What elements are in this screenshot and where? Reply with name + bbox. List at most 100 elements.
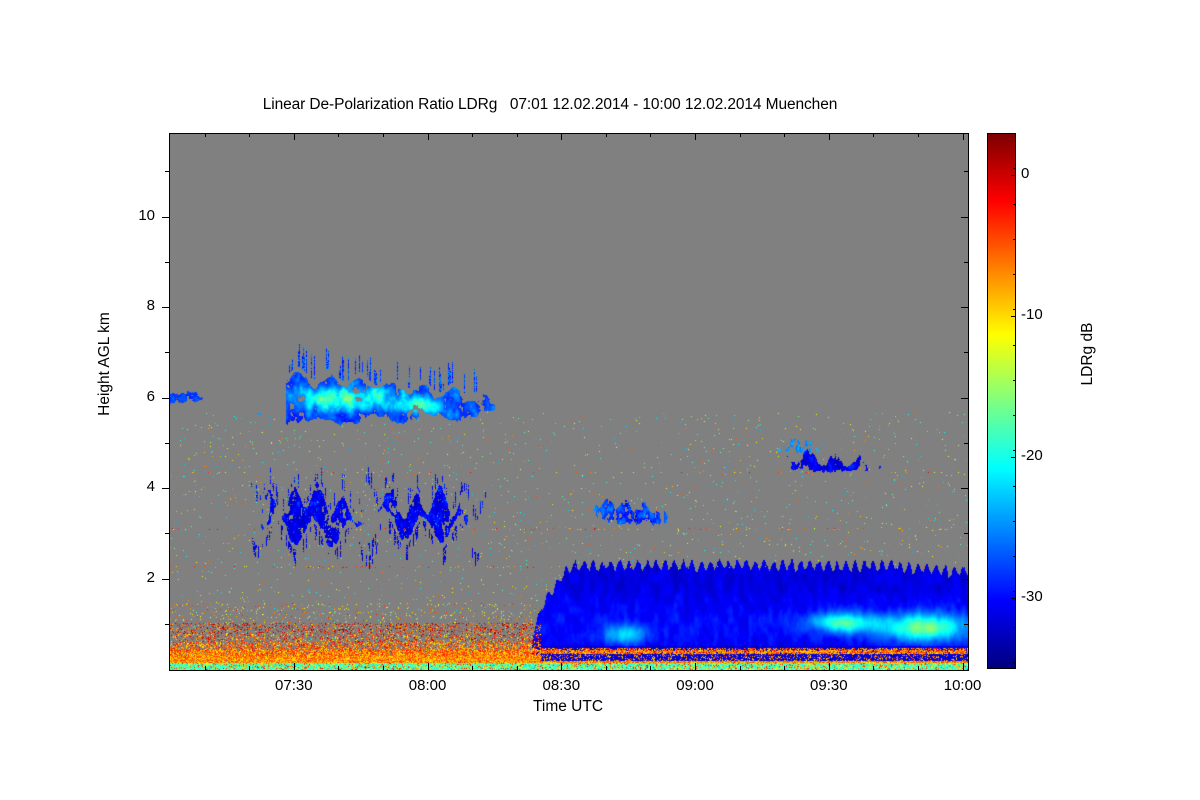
y-tick-major-right — [961, 578, 968, 580]
y-tick-major — [162, 578, 169, 580]
y-tick-major-right — [961, 307, 968, 309]
y-tick-minor-right — [964, 623, 968, 625]
x-tick-minor-top — [516, 133, 518, 137]
colorbar-tick-minor — [1013, 520, 1016, 522]
x-tick-minor — [204, 666, 206, 670]
x-tick-label: 07:30 — [275, 677, 313, 694]
colorbar[interactable] — [987, 133, 1016, 669]
x-tick-major — [828, 663, 830, 670]
y-tick-major — [162, 397, 169, 399]
y-tick-label: 8 — [146, 297, 155, 315]
x-tick-major — [561, 663, 563, 670]
colorbar-tick-minor — [1013, 133, 1016, 134]
x-tick-minor-top — [382, 133, 384, 137]
y-axis-title: Height AGL km — [96, 312, 113, 416]
y-tick-minor-right — [964, 352, 968, 354]
y-tick-major — [162, 216, 169, 218]
y-tick-minor — [165, 442, 169, 444]
colorbar-tick-minor — [1013, 344, 1016, 346]
colorbar-tick-minor — [1013, 591, 1016, 593]
x-tick-major-top — [561, 133, 563, 140]
y-tick-minor-right — [964, 533, 968, 535]
y-tick-minor — [165, 623, 169, 625]
y-tick-label: 2 — [146, 568, 155, 586]
colorbar-tick — [1011, 175, 1016, 177]
colorbar-tick-label: -30 — [1021, 588, 1043, 606]
colorbar-tick — [1011, 316, 1016, 318]
x-tick-major-top — [695, 133, 697, 140]
x-axis-title: Time UTC — [532, 698, 604, 715]
colorbar-tick-minor — [1013, 168, 1016, 170]
page-title: Linear De-Polarization Ratio LDRg 07:01 … — [262, 96, 838, 113]
y-tick-major-right — [961, 397, 968, 399]
y-tick-minor — [165, 261, 169, 263]
heatmap-plot-area[interactable] — [169, 133, 969, 671]
y-tick-major — [162, 488, 169, 490]
y-tick-minor — [165, 171, 169, 173]
y-tick-label: 6 — [146, 387, 155, 405]
x-tick-label: 08:00 — [408, 677, 447, 694]
colorbar-title: LDRg dB — [1079, 322, 1096, 386]
x-tick-minor — [650, 666, 652, 670]
colorbar-tick-label: 0 — [1021, 165, 1030, 183]
y-tick-minor — [165, 352, 169, 354]
colorbar-tick-minor — [1013, 661, 1016, 663]
x-tick-minor — [873, 666, 875, 670]
x-tick-major-top — [427, 133, 429, 140]
x-tick-minor-top — [249, 133, 251, 137]
x-tick-minor-top — [338, 133, 340, 137]
colorbar-tick-minor — [1013, 626, 1016, 628]
x-tick-major — [427, 663, 429, 670]
x-tick-minor-top — [917, 133, 919, 137]
x-tick-minor-top — [204, 133, 206, 137]
colorbar-tick-minor — [1013, 309, 1016, 311]
colorbar-tick — [1011, 598, 1016, 600]
colorbar-tick-minor — [1013, 203, 1016, 205]
x-tick-minor-top — [873, 133, 875, 137]
colorbar-gradient — [987, 133, 1016, 669]
y-tick-major — [162, 307, 169, 309]
x-tick-minor — [382, 666, 384, 670]
colorbar-tick-minor — [1013, 379, 1016, 381]
colorbar-tick-label: -20 — [1021, 447, 1043, 465]
x-tick-minor — [249, 666, 251, 670]
y-tick-minor-right — [964, 171, 968, 173]
y-tick-major-right — [961, 488, 968, 490]
y-tick-major-right — [961, 216, 968, 218]
x-tick-major — [695, 663, 697, 670]
y-tick-label: 10 — [138, 206, 155, 224]
colorbar-tick — [1011, 457, 1016, 459]
x-tick-major-top — [828, 133, 830, 140]
x-tick-minor — [516, 666, 518, 670]
y-tick-minor — [165, 533, 169, 535]
x-tick-minor — [338, 666, 340, 670]
x-tick-minor — [472, 666, 474, 670]
x-tick-minor — [784, 666, 786, 670]
x-tick-minor — [605, 666, 607, 670]
x-tick-minor-top — [650, 133, 652, 137]
x-tick-major-top — [962, 133, 964, 140]
x-tick-minor-top — [605, 133, 607, 137]
colorbar-tick-minor — [1013, 485, 1016, 487]
x-tick-label: 09:30 — [810, 677, 848, 694]
colorbar-tick-minor — [1013, 238, 1016, 240]
colorbar-tick-minor — [1013, 450, 1016, 452]
x-tick-minor-top — [472, 133, 474, 137]
y-tick-label: 4 — [146, 478, 155, 496]
x-tick-major — [293, 663, 295, 670]
y-tick-minor-right — [964, 442, 968, 444]
x-tick-minor-top — [784, 133, 786, 137]
x-tick-minor-top — [739, 133, 741, 137]
colorbar-tick-label: -10 — [1021, 306, 1043, 324]
x-tick-major — [962, 663, 964, 670]
x-tick-minor — [739, 666, 741, 670]
x-tick-label: 10:00 — [943, 677, 982, 694]
colorbar-tick-minor — [1013, 415, 1016, 417]
x-tick-label: 09:00 — [676, 677, 714, 694]
colorbar-tick-minor — [1013, 556, 1016, 558]
colorbar-tick-minor — [1013, 274, 1016, 276]
x-tick-label: 08:30 — [542, 677, 581, 694]
heatmap-canvas — [170, 134, 968, 670]
x-tick-major-top — [293, 133, 295, 140]
